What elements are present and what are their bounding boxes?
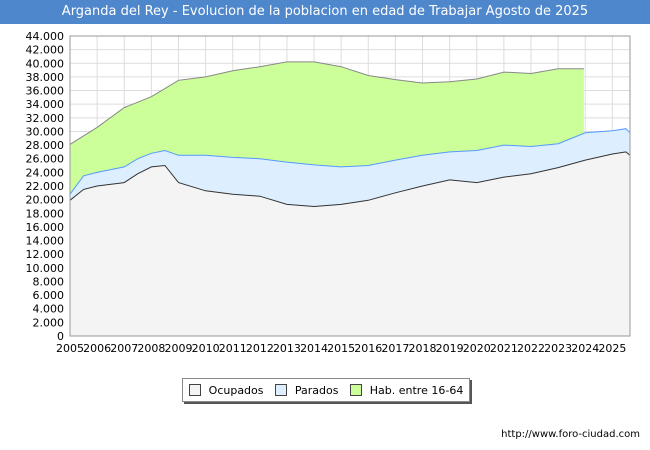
x-tick-label: 2024 [571,342,599,355]
x-tick-label: 2005 [56,342,84,355]
y-tick-label: 38.000 [26,71,65,84]
y-tick-label: 40.000 [26,57,65,70]
legend-entry-parados: Parados [274,383,339,397]
x-tick-label: 2012 [246,342,274,355]
legend-swatch-parados [274,384,287,396]
area-ocupados [70,151,630,336]
line-parados [69,128,631,195]
line-ocupados [69,151,631,208]
y-tick-label: 44.000 [26,30,65,43]
source-link[interactable]: http://www.foro-ciudad.com [501,429,640,440]
legend-label-ocupados: Ocupados [208,383,264,397]
x-tick-label: 2018 [409,342,437,355]
x-tick-label: 2017 [381,342,409,355]
x-tick-label: 2014 [300,342,328,355]
legend-swatch-hab [349,384,362,396]
y-tick-label: 0 [57,330,64,343]
y-tick-label: 4.000 [33,303,65,316]
legend-label-parados: Parados [294,383,339,397]
y-tick-label: 8.000 [33,275,65,288]
x-tick-label: 2022 [517,342,545,355]
y-tick-label: 2.000 [33,316,65,329]
y-tick-label: 18.000 [26,207,65,220]
y-tick-label: 32.000 [26,112,65,125]
y-tick-label: 26.000 [26,153,65,166]
x-tick-label: 2011 [219,342,247,355]
x-tick-label: 2006 [83,342,111,355]
x-tick-label: 2019 [436,342,464,355]
chart-area: 02.0004.0006.0008.00010.00012.00014.0001… [26,30,631,355]
x-tick-label: 2010 [192,342,220,355]
plot-border [69,35,631,337]
y-tick-label: 14.000 [26,235,65,248]
x-tick-label: 2021 [490,342,518,355]
y-tick-label: 10.000 [26,262,65,275]
x-tick-label: 2020 [463,342,491,355]
y-tick-label: 30.000 [26,125,65,138]
legend-entry-ocupados: Ocupados [188,383,264,397]
y-tick-label: 36.000 [26,85,65,98]
y-tick-label: 28.000 [26,139,65,152]
line-hab-16-64 [69,61,584,145]
x-tick-label: 2008 [137,342,165,355]
y-tick-label: 16.000 [26,221,65,234]
legend: Ocupados Parados Hab. entre 16-64 [182,378,470,402]
chart-title: Arganda del Rey - Evolucion de la poblac… [0,0,650,24]
legend-label-hab: Hab. entre 16-64 [369,383,464,397]
y-tick-label: 24.000 [26,166,65,179]
y-tick-label: 20.000 [26,194,65,207]
x-tick-label: 2023 [544,342,572,355]
y-tick-label: 22.000 [26,180,65,193]
x-tick-label: 2016 [354,342,382,355]
x-tick-label: 2013 [273,342,301,355]
y-tick-label: 42.000 [26,44,65,57]
x-tick-label: 2007 [110,342,138,355]
x-tick-label: 2025 [598,342,626,355]
y-tick-label: 12.000 [26,248,65,261]
y-tick-label: 34.000 [26,98,65,111]
y-tick-label: 6.000 [33,289,65,302]
legend-swatch-ocupados [188,384,201,396]
legend-entry-hab: Hab. entre 16-64 [349,383,464,397]
x-tick-label: 2015 [327,342,355,355]
x-tick-label: 2009 [164,342,192,355]
